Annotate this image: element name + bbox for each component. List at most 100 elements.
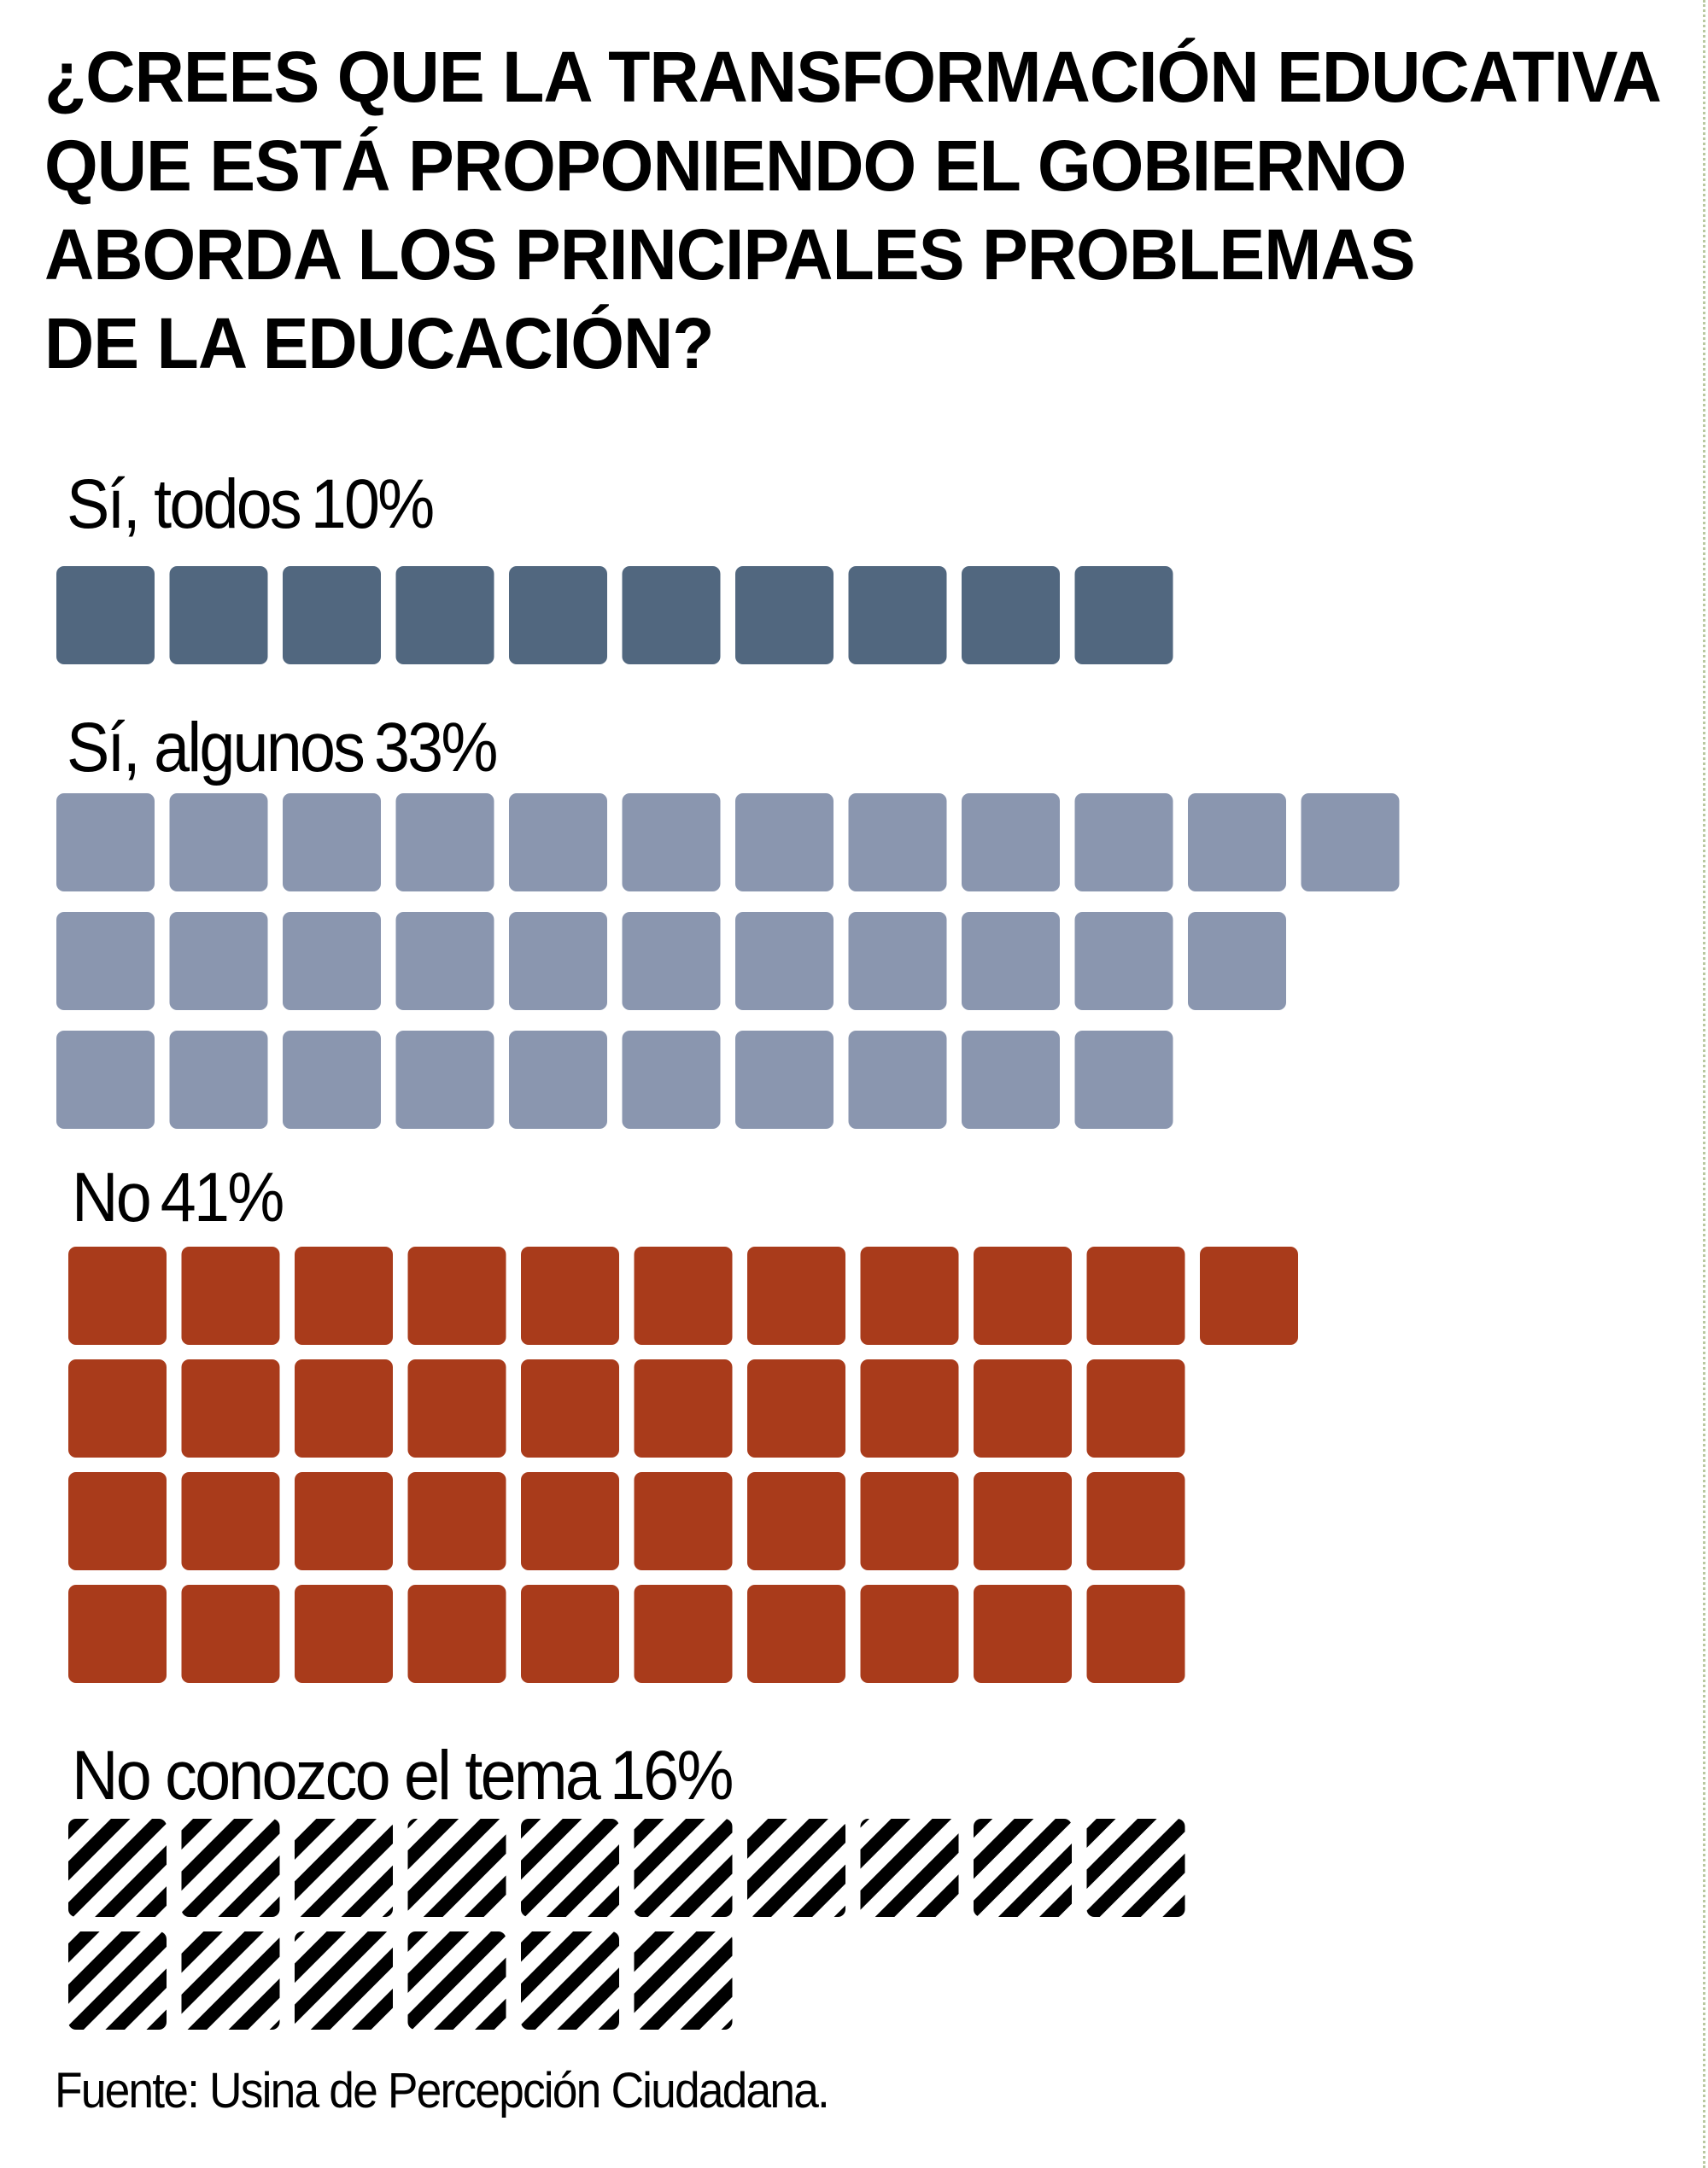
waffle-cells	[56, 566, 1400, 2030]
title-line-3: ABORDA LOS PRINCIPALES PROBLEMAS	[44, 214, 1416, 295]
source-note: Fuente: Usina de Percepción Ciudadana.	[55, 2063, 830, 2118]
waffle-square-no	[974, 1247, 1072, 1345]
waffle-square-no	[1200, 1247, 1298, 1345]
waffle-square-no	[181, 1359, 280, 1458]
waffle-square-si-algunos	[962, 1031, 1060, 1129]
waffle-square-no	[747, 1359, 845, 1458]
category-name: Sí, algunos	[67, 709, 366, 786]
waffle-square-si-algunos	[1301, 793, 1400, 891]
waffle-square-no	[521, 1585, 619, 1683]
waffle-square-si-todos	[735, 566, 834, 664]
chart-title: ¿CREES QUE LA TRANSFORMACIÓN EDUCATIVA Q…	[44, 32, 1662, 388]
waffle-square-no	[407, 1247, 506, 1345]
waffle-square-si-algunos	[283, 912, 381, 1010]
waffle-square-no	[974, 1585, 1072, 1683]
waffle-square-no	[68, 1247, 167, 1345]
waffle-square-no	[181, 1472, 280, 1570]
waffle-square-si-algunos	[962, 793, 1060, 891]
waffle-square-no	[974, 1359, 1072, 1458]
waffle-square-no-conozco	[860, 1819, 959, 1917]
waffle-square-si-algunos	[735, 1031, 834, 1129]
waffle-square-no	[521, 1472, 619, 1570]
waffle-square-no	[1086, 1359, 1185, 1458]
waffle-square-no	[860, 1247, 959, 1345]
waffle-square-si-todos	[848, 566, 947, 664]
waffle-square-no	[747, 1472, 845, 1570]
waffle-square-si-algunos	[1074, 912, 1173, 1010]
waffle-square-si-todos	[56, 566, 155, 664]
waffle-square-si-todos	[169, 566, 268, 664]
waffle-square-no	[295, 1359, 393, 1458]
waffle-square-no	[407, 1472, 506, 1570]
waffle-square-no	[407, 1585, 506, 1683]
waffle-square-si-algunos	[848, 912, 947, 1010]
waffle-square-no	[974, 1472, 1072, 1570]
waffle-square-no	[747, 1247, 845, 1345]
waffle-square-no-conozco	[407, 1931, 506, 2030]
waffle-square-si-algunos	[283, 1031, 381, 1129]
waffle-square-si-algunos	[622, 912, 721, 1010]
waffle-square-no	[1086, 1472, 1185, 1570]
waffle-square-si-algunos	[395, 793, 494, 891]
waffle-square-si-algunos	[509, 1031, 607, 1129]
waffle-square-no-conozco	[295, 1931, 393, 2030]
waffle-square-si-algunos	[1074, 1031, 1173, 1129]
waffle-square-no-conozco	[1086, 1819, 1185, 1917]
waffle-square-no-conozco	[747, 1819, 845, 1917]
waffle-square-si-algunos	[395, 1031, 494, 1129]
title-line-2: QUE ESTÁ PROPONIENDO EL GOBIERNO	[44, 126, 1407, 206]
waffle-square-no	[747, 1585, 845, 1683]
waffle-square-si-algunos	[395, 912, 494, 1010]
waffle-square-no	[860, 1585, 959, 1683]
category-name: No conozco el tema	[72, 1737, 601, 1814]
waffle-square-no	[634, 1472, 733, 1570]
waffle-square-si-todos	[1074, 566, 1173, 664]
category-percent: 10%	[310, 465, 435, 543]
waffle-square-si-algunos	[622, 793, 721, 891]
waffle-square-si-algunos	[169, 912, 268, 1010]
category-label-si-algunos: Sí, algunos 33%	[67, 705, 498, 791]
waffle-square-no	[68, 1472, 167, 1570]
waffle-square-no-conozco	[521, 1931, 619, 2030]
page-edge-rule	[1703, 0, 1705, 2168]
category-label-no-conozco: No conozco el tema 16%	[72, 1733, 734, 1819]
waffle-square-no-conozco	[407, 1819, 506, 1917]
waffle-square-si-algunos	[848, 1031, 947, 1129]
waffle-square-no	[295, 1472, 393, 1570]
category-name: No	[72, 1159, 152, 1236]
category-percent: 33%	[373, 709, 498, 786]
waffle-square-si-algunos	[735, 793, 834, 891]
waffle-square-si-algunos	[56, 912, 155, 1010]
category-label-si-todos: Sí, todos 10%	[67, 462, 435, 547]
waffle-square-no	[521, 1359, 619, 1458]
waffle-square-no	[634, 1247, 733, 1345]
waffle-square-si-algunos	[1188, 912, 1286, 1010]
title-line-4: DE LA EDUCACIÓN?	[44, 303, 715, 383]
waffle-square-si-algunos	[509, 793, 607, 891]
waffle-square-si-algunos	[56, 793, 155, 891]
waffle-square-si-todos	[962, 566, 1060, 664]
waffle-square-si-algunos	[169, 793, 268, 891]
waffle-square-si-todos	[395, 566, 494, 664]
waffle-square-no	[521, 1247, 619, 1345]
waffle-square-no	[181, 1585, 280, 1683]
waffle-square-no	[68, 1585, 167, 1683]
waffle-square-no	[634, 1359, 733, 1458]
waffle-square-no-conozco	[634, 1931, 733, 2030]
waffle-square-no	[634, 1585, 733, 1683]
waffle-square-no	[860, 1472, 959, 1570]
title-line-1: ¿CREES QUE LA TRANSFORMACIÓN EDUCATIVA	[44, 37, 1662, 117]
waffle-square-si-algunos	[283, 793, 381, 891]
waffle-square-no-conozco	[974, 1819, 1072, 1917]
waffle-square-no	[407, 1359, 506, 1458]
waffle-square-no	[295, 1585, 393, 1683]
waffle-square-si-todos	[622, 566, 721, 664]
category-name: Sí, todos	[67, 465, 302, 543]
waffle-square-si-algunos	[1188, 793, 1286, 891]
waffle-square-no-conozco	[181, 1931, 280, 2030]
waffle-square-si-algunos	[509, 912, 607, 1010]
waffle-square-no	[68, 1359, 167, 1458]
waffle-square-si-todos	[509, 566, 607, 664]
waffle-square-si-algunos	[962, 912, 1060, 1010]
